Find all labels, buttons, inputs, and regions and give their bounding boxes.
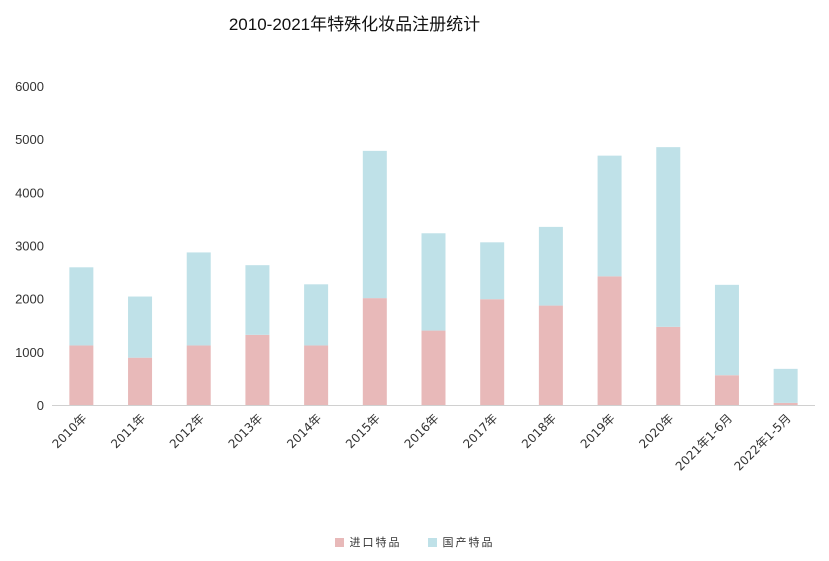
y-tick-label: 0 <box>37 398 44 413</box>
bar-imported <box>714 375 739 405</box>
x-tick-label: 2011年 <box>108 411 148 451</box>
bar-domestic <box>656 147 681 327</box>
x-tick-label: 2010年 <box>49 411 89 451</box>
y-tick-label: 6000 <box>15 79 44 94</box>
legend-swatch-imported <box>334 537 344 547</box>
bar-imported <box>69 345 94 405</box>
legend-label-imported: 进口特品 <box>349 536 402 549</box>
bar-domestic <box>421 233 446 331</box>
y-tick-label: 1000 <box>15 345 44 360</box>
y-tick-label: 3000 <box>15 239 44 254</box>
bar-imported <box>773 402 798 405</box>
x-tick-label: 2019年 <box>578 411 618 451</box>
y-tick-label: 2000 <box>15 292 44 307</box>
bar-domestic <box>714 284 739 376</box>
x-tick-label: 2017年 <box>460 411 500 451</box>
legend: 进口特品 国产特品 <box>0 534 829 550</box>
bar-domestic <box>245 265 270 335</box>
x-tick-label: 2016年 <box>402 411 442 451</box>
y-tick-label: 4000 <box>15 185 44 200</box>
bar-domestic <box>128 296 153 358</box>
legend-label-domestic: 国产特品 <box>442 536 495 549</box>
bar-imported <box>597 276 622 405</box>
bar-imported <box>538 305 563 405</box>
bar-domestic <box>362 150 387 299</box>
x-tick-label: 2018年 <box>519 411 559 451</box>
bar-domestic <box>69 267 94 346</box>
legend-swatch-domestic <box>427 537 437 547</box>
y-tick-label: 5000 <box>15 132 44 147</box>
x-tick-label: 2014年 <box>284 411 324 451</box>
legend-item-imported: 进口特品 <box>334 534 402 550</box>
bar-imported <box>245 334 270 405</box>
bar-domestic <box>773 368 798 403</box>
bar-imported <box>480 299 505 405</box>
bar-imported <box>186 345 211 405</box>
bar-imported <box>656 326 681 405</box>
bar-domestic <box>480 242 505 300</box>
bar-imported <box>304 345 329 405</box>
bar-domestic <box>304 284 329 346</box>
legend-item-domestic: 国产特品 <box>427 534 495 550</box>
chart-title: 2010-2021年特殊化妆品注册统计 <box>228 15 481 34</box>
bar-imported <box>421 330 446 405</box>
x-tick-label: 2015年 <box>343 411 383 451</box>
x-tick-label: 2022年1-5月 <box>731 411 793 473</box>
bar-imported <box>128 357 153 405</box>
bar-domestic <box>597 155 622 277</box>
x-tick-label: 2012年 <box>167 411 207 451</box>
x-tick-label: 2020年 <box>636 411 676 451</box>
bar-domestic <box>538 226 563 306</box>
x-tick-label: 2013年 <box>226 411 266 451</box>
bar-imported <box>362 298 387 405</box>
x-tick-label: 2021年1-6月 <box>673 411 735 473</box>
bar-domestic <box>186 252 211 346</box>
